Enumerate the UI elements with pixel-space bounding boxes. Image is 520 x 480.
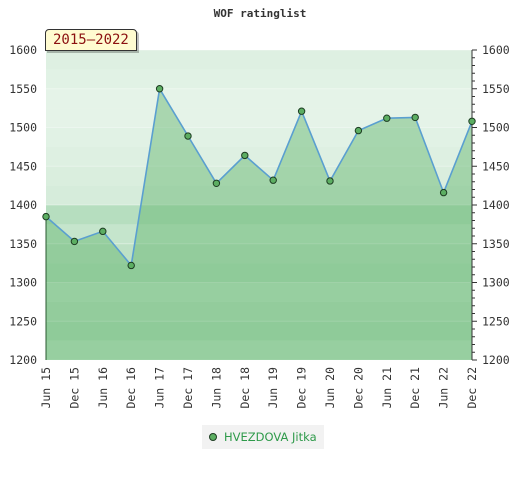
y-axis-right-labels: 1200 1250 1300 1350 1400 1450 1500 1550 1600: [482, 43, 510, 367]
y-tick-label-left: 1550: [9, 82, 37, 96]
x-tick-label: Jun 19: [266, 367, 280, 409]
x-tick-label: Jun 21: [380, 367, 394, 409]
y-tick-label-right: 1350: [482, 237, 510, 251]
x-axis-labels: Jun 15 Dec 15 Jun 16 Dec 16 Jun 17 Dec 17 Jun …: [39, 367, 479, 409]
y-tick-label-left: 1350: [9, 237, 37, 251]
background-band: [46, 166, 472, 186]
background-band: [46, 340, 472, 360]
data-point-jun-21[interactable]: [383, 114, 391, 122]
legend-marker: [209, 433, 217, 441]
y-axis-left-labels: 1200 1250 1300 1350 1400 1450 1500 1550 1600: [9, 43, 37, 367]
background-band: [46, 69, 472, 89]
x-tick-label: Dec 18: [238, 367, 252, 409]
data-points: [42, 85, 476, 270]
y-tick-label-right: 1300: [482, 276, 510, 290]
y-tick-label-right: 1500: [482, 121, 510, 135]
background-band: [46, 50, 472, 70]
x-tick-label: Jun 15: [39, 367, 53, 409]
data-point-dec-22[interactable]: [468, 117, 476, 126]
data-point-jun-15[interactable]: [42, 212, 50, 221]
background-band: [46, 108, 472, 128]
background-band: [46, 88, 472, 109]
y-tick-label-right: 1200: [482, 353, 510, 367]
data-point-dec-17[interactable]: [184, 132, 192, 140]
data-point-dec-18[interactable]: [241, 151, 249, 160]
legend[interactable]: HVEZDOVA Jitka: [202, 425, 324, 449]
data-point-jun-18[interactable]: [212, 179, 221, 188]
data-point-dec-19[interactable]: [297, 107, 306, 115]
y-tick-label-left: 1300: [9, 276, 37, 290]
x-tick-label: Jun 20: [323, 367, 337, 409]
y-tick-label-left: 1600: [9, 43, 37, 57]
y-tick-label-left: 1250: [9, 314, 37, 328]
axes: [45, 49, 477, 361]
data-point-jun-17[interactable]: [155, 85, 164, 93]
data-point-dec-15[interactable]: [70, 237, 79, 246]
y-tick-label-right: 1600: [482, 43, 510, 57]
y-tick-label-right: 1250: [482, 314, 510, 328]
background-bands: [46, 50, 472, 360]
x-tick-label: Jun 17: [153, 367, 167, 409]
background-band: [46, 301, 472, 322]
y-tick-label-right: 1550: [482, 82, 510, 96]
y-tick-label-left: 1400: [9, 198, 37, 212]
legend-label: HVEZDOVA Jitka: [224, 430, 317, 444]
x-tick-label: Dec 19: [295, 367, 309, 409]
x-tick-label: Jun 16: [96, 367, 110, 409]
y-tick-label-left: 1500: [9, 121, 37, 135]
data-point-dec-16[interactable]: [127, 261, 135, 270]
x-tick-label: Dec 15: [67, 367, 81, 409]
background-band: [46, 263, 472, 283]
period-badge: 2015—2022: [45, 29, 137, 51]
x-tick-label: Dec 20: [351, 367, 365, 409]
x-tick-label: Dec 16: [124, 367, 138, 409]
y-tick-label-left: 1200: [9, 353, 37, 367]
data-point-jun-19[interactable]: [269, 176, 277, 184]
chart-title: WOF ratinglist: [214, 7, 307, 20]
x-tick-label: Dec 22: [465, 367, 479, 409]
background-band: [46, 205, 472, 225]
data-point-dec-20[interactable]: [354, 126, 363, 135]
background-band: [46, 224, 472, 244]
data-point-jun-22[interactable]: [439, 188, 448, 197]
y-tick-label-right: 1400: [482, 198, 510, 212]
background-band: [46, 282, 472, 302]
data-point-jun-20[interactable]: [326, 177, 334, 185]
data-point-jun-16[interactable]: [99, 227, 107, 236]
data-point-dec-21[interactable]: [411, 113, 419, 122]
x-tick-label: Jun 18: [209, 367, 223, 409]
x-tick-label: Jun 22: [437, 367, 451, 409]
rating-line: [45, 86, 473, 268]
background-band: [46, 185, 472, 205]
x-tick-label: Dec 21: [408, 367, 422, 409]
background-band: [46, 321, 472, 341]
y-tick-label-right: 1450: [482, 159, 510, 173]
x-tick-label: Dec 17: [181, 367, 195, 409]
y-tick-label-left: 1450: [9, 159, 37, 173]
background-band: [46, 146, 472, 167]
background-band: [46, 243, 472, 264]
rating-area: [46, 88, 472, 361]
